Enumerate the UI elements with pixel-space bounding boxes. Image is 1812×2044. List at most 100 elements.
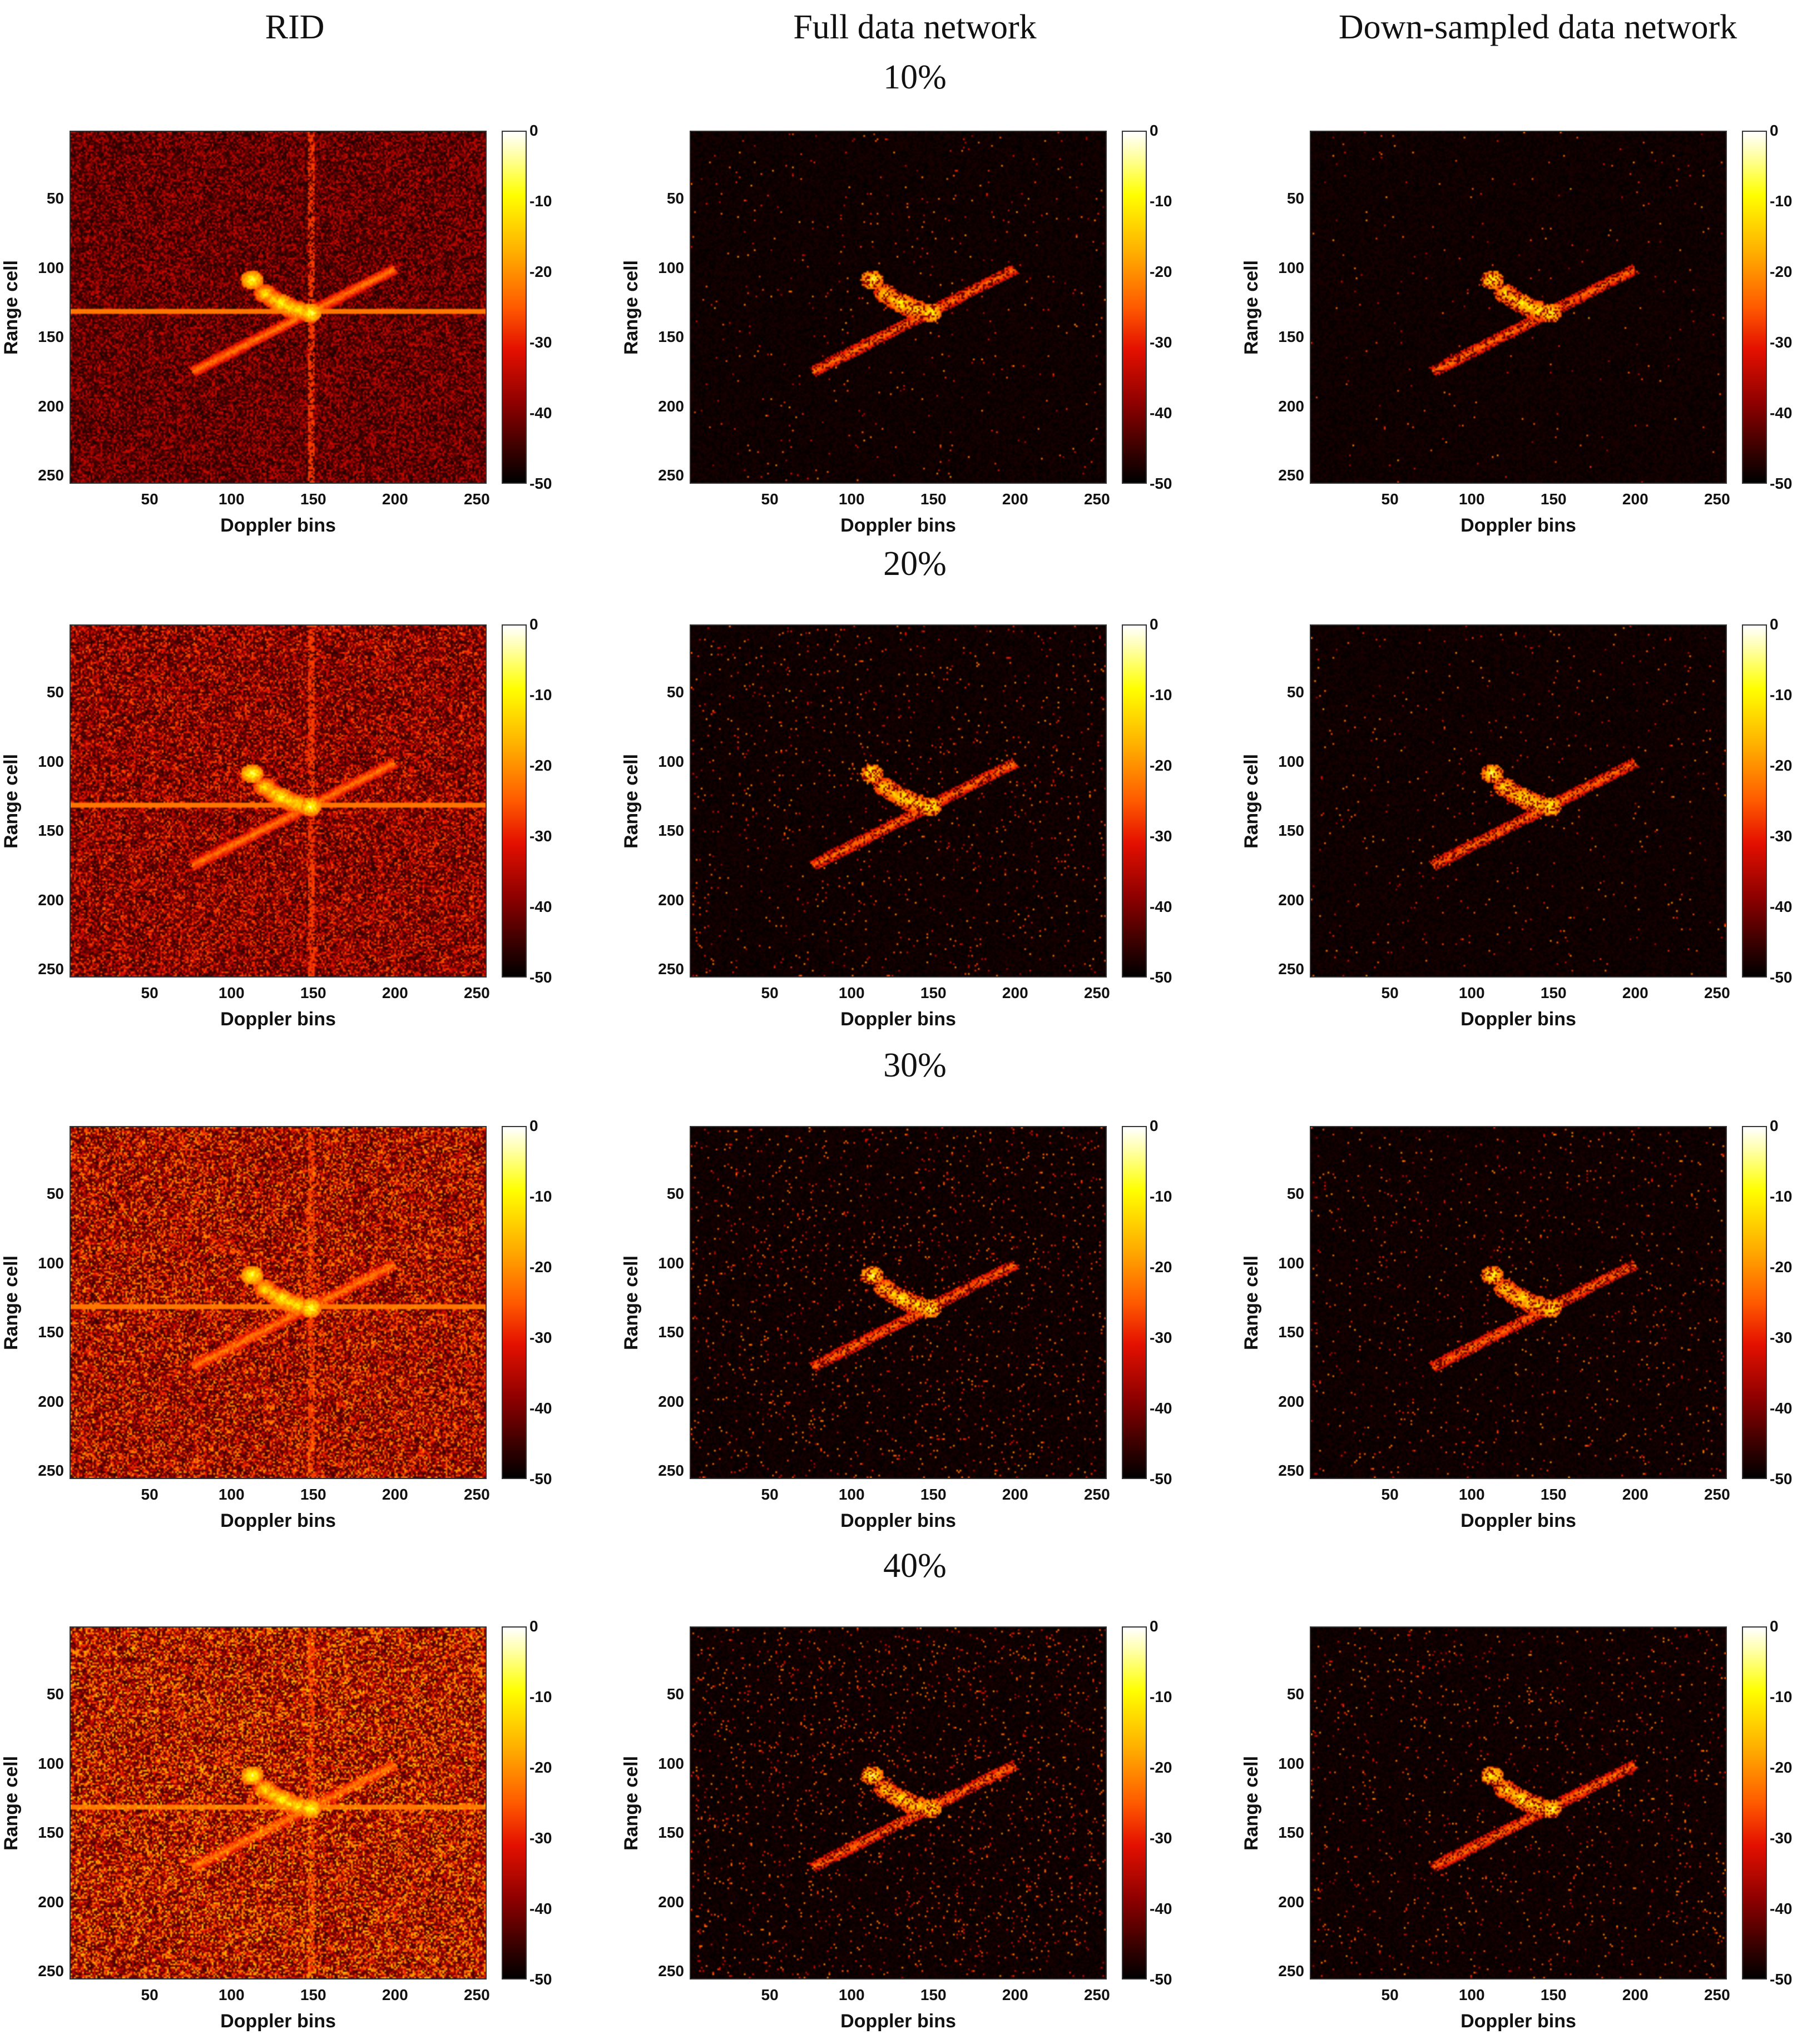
x-tick-label: 150	[300, 1986, 326, 2003]
colorbar	[1122, 624, 1147, 978]
x-tick-label: 50	[761, 1486, 779, 1503]
colorbar-tick-label: -30	[1770, 827, 1793, 845]
colorbar-tick-label: -40	[1770, 404, 1793, 421]
y-tick-label: 150	[1278, 822, 1304, 840]
colorbar-tick-label: -10	[529, 1188, 552, 1205]
colorbar-tick-label: 0	[1150, 1117, 1159, 1134]
heatmap-panel: 50 100 150 200 250 50 100 150 200 250 Doppler bins…	[0, 1619, 562, 2035]
colorbar-tick-label: -50	[1150, 969, 1172, 986]
colorbar-tick-label: -10	[529, 1688, 552, 1705]
x-tick-label: 100	[218, 984, 245, 1001]
colorbar-tick-label: 0	[1150, 616, 1159, 633]
x-tick-label: 100	[1458, 490, 1485, 508]
y-tick-label: 50	[46, 683, 64, 701]
x-tick-label: 250	[463, 1486, 490, 1503]
colorbar-tick-label: -10	[1770, 1688, 1793, 1705]
x-tick-label: 100	[1458, 984, 1485, 1001]
colorbar-tick-label: -10	[529, 686, 552, 703]
x-tick-label: 150	[920, 984, 947, 1001]
y-tick-label: 150	[38, 822, 64, 840]
y-tick-label: 200	[658, 1392, 684, 1410]
y-tick-label: 200	[38, 1392, 64, 1410]
y-tick-label: 50	[666, 1685, 684, 1703]
heatmap-canvas	[71, 626, 486, 976]
colorbar-tick-label: -20	[1150, 757, 1172, 774]
heatmap-canvas	[1311, 1628, 1726, 1978]
x-tick-label: 50	[141, 1986, 159, 2003]
colorbar-tick-label: -20	[1770, 263, 1793, 280]
x-tick-label: 200	[1002, 1986, 1028, 2003]
colorbar-tick-label: -20	[1770, 757, 1793, 774]
colorbar-tick-label: -40	[529, 1900, 552, 1917]
heatmap-panel: 50 100 150 200 250 50 100 150 200 250 Doppler bins…	[620, 617, 1182, 1033]
colorbar-tick-label: -50	[1150, 1971, 1172, 1988]
x-tick-label: 150	[1540, 490, 1567, 508]
colorbar-tick-label: -20	[529, 757, 552, 774]
heatmap-image	[1310, 624, 1727, 978]
y-tick-label: 150	[658, 822, 684, 840]
x-tick-label: 200	[382, 490, 408, 508]
x-tick-label: 150	[1540, 1486, 1567, 1503]
colorbar-tick-label: -30	[1150, 334, 1172, 351]
colorbar-tick-label: -30	[529, 1829, 552, 1847]
y-tick-label: 250	[38, 467, 64, 484]
colorbar-tick-label: -50	[1770, 1971, 1793, 1988]
y-tick-label: 50	[666, 1185, 684, 1203]
colorbar-tick-label: -10	[1770, 1188, 1793, 1205]
colorbar-tick-label: -40	[529, 1400, 552, 1417]
heatmap-canvas	[691, 626, 1106, 976]
x-tick-label: 200	[1622, 490, 1648, 508]
x-tick-label: 250	[1704, 1986, 1730, 2003]
x-tick-label: 50	[1381, 1986, 1399, 2003]
heatmap-image	[70, 624, 487, 978]
y-tick-label: 100	[1278, 752, 1304, 770]
x-tick-label: 150	[300, 1486, 326, 1503]
colorbar	[1122, 1126, 1147, 1479]
heatmap-image	[690, 624, 1107, 978]
colorbar-tick-label: 0	[1770, 122, 1779, 139]
y-tick-label: 200	[38, 891, 64, 909]
y-tick-label: 250	[1278, 960, 1304, 978]
x-tick-label: 100	[838, 984, 865, 1001]
x-tick-label: 200	[1002, 1486, 1028, 1503]
colorbar	[502, 1126, 527, 1479]
y-tick-label: 200	[1278, 397, 1304, 415]
heatmap-canvas	[691, 1127, 1106, 1478]
y-tick-label: 100	[38, 1754, 64, 1772]
y-tick-label: 50	[1286, 683, 1304, 701]
y-axis-label: Range cell	[1241, 1255, 1262, 1350]
x-tick-label: 250	[1083, 1986, 1110, 2003]
heatmap-panel: 50 100 150 200 250 50 100 150 200 250 Doppler bins…	[1240, 1118, 1802, 1535]
y-axis-label: Range cell	[621, 753, 642, 849]
y-axis-label: Range cell	[621, 260, 642, 355]
x-tick-label: 200	[382, 1986, 408, 2003]
x-tick-label: 150	[920, 1986, 947, 2003]
x-axis-label: Doppler bins	[220, 2011, 336, 2032]
x-tick-label: 250	[1083, 984, 1110, 1001]
y-tick-label: 250	[658, 467, 684, 484]
colorbar-tick-label: -40	[1770, 898, 1793, 915]
colorbar-tick-label: 0	[1770, 1618, 1779, 1635]
y-tick-label: 200	[658, 1893, 684, 1911]
y-tick-label: 250	[1278, 1462, 1304, 1480]
heatmap-canvas	[71, 1127, 486, 1478]
y-tick-label: 150	[658, 328, 684, 346]
x-tick-label: 50	[141, 490, 159, 508]
x-tick-label: 50	[141, 1486, 159, 1503]
colorbar	[1122, 131, 1147, 484]
y-tick-label: 50	[666, 190, 684, 207]
heatmap-image	[70, 131, 487, 484]
colorbar-tick-label: -50	[1770, 1470, 1793, 1487]
colorbar-tick-label: -10	[1150, 1688, 1172, 1705]
x-tick-label: 200	[1002, 984, 1028, 1001]
y-tick-label: 150	[1278, 1323, 1304, 1341]
heatmap-image	[690, 1126, 1107, 1479]
x-tick-label: 50	[761, 1986, 779, 2003]
y-tick-label: 150	[1278, 328, 1304, 346]
colorbar-tick-label: 0	[1150, 1618, 1159, 1635]
y-axis-label: Range cell	[1241, 260, 1262, 355]
y-tick-label: 100	[38, 752, 64, 770]
x-tick-label: 150	[920, 1486, 947, 1503]
colorbar-tick-label: -10	[1150, 1188, 1172, 1205]
